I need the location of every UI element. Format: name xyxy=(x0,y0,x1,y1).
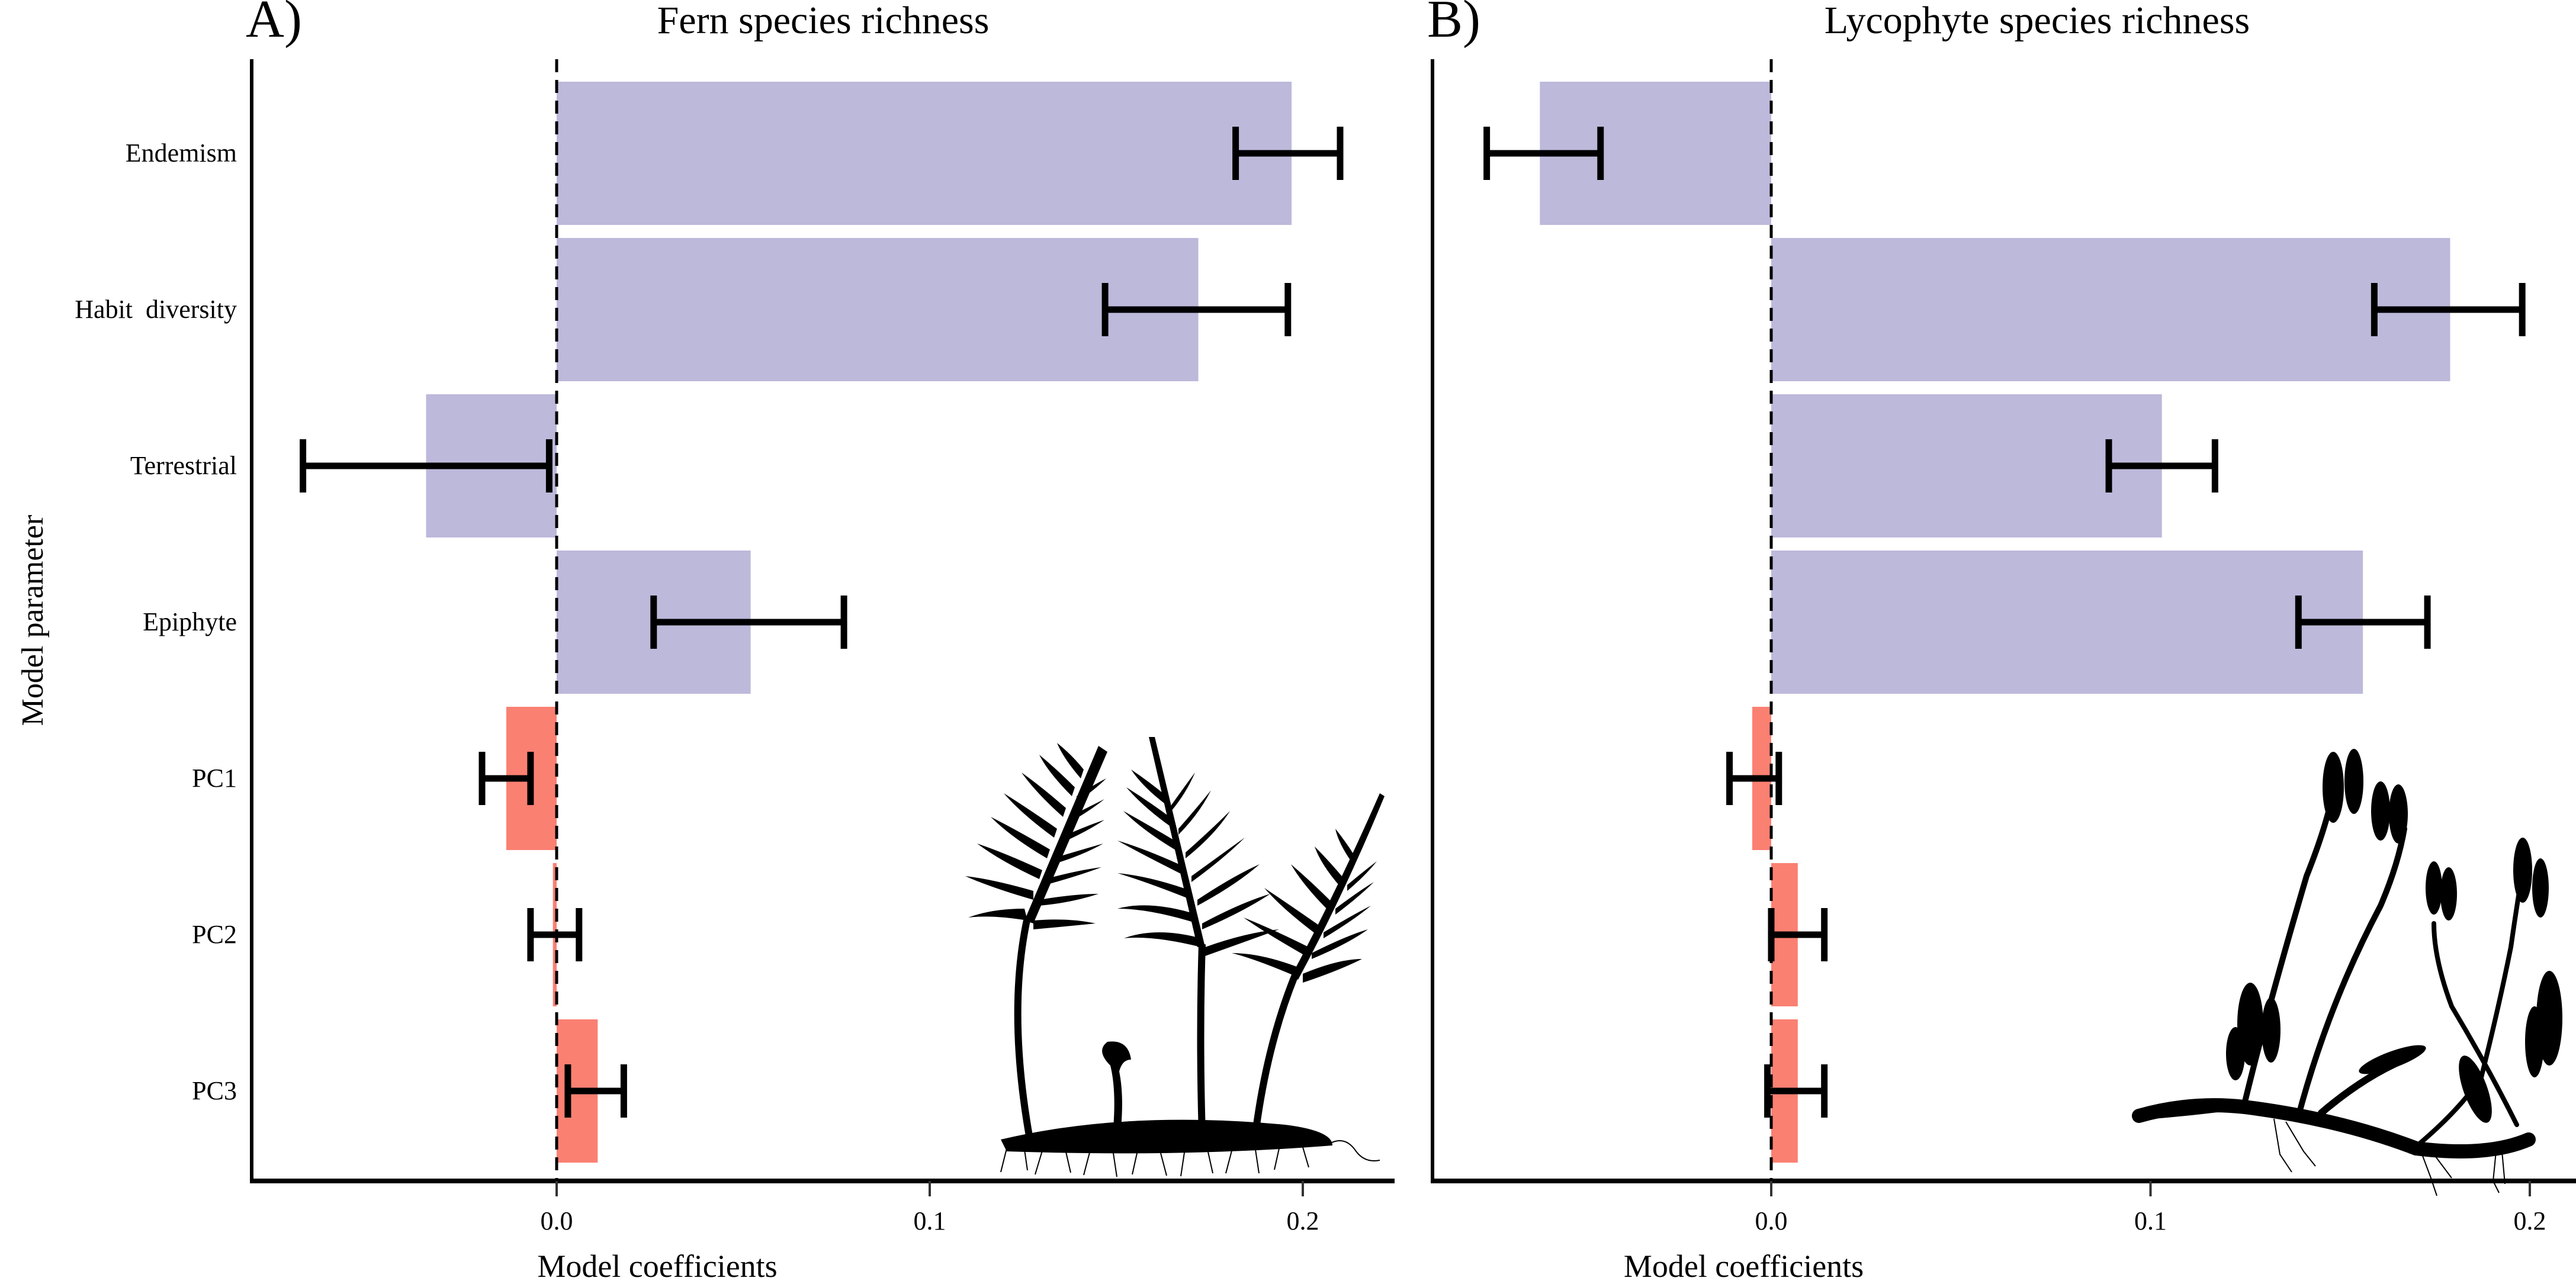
panel-title: Fern species richness xyxy=(657,0,990,42)
panel-title: Lycophyte species richness xyxy=(1825,0,2250,42)
x-tick-label: 0.1 xyxy=(2134,1206,2167,1235)
x-tick-label: 0.2 xyxy=(2514,1206,2546,1235)
y-tick-label: Habit diversity xyxy=(75,295,237,324)
bar-1 xyxy=(557,82,1292,225)
x-tick-label: 0.1 xyxy=(914,1206,946,1235)
bar-2 xyxy=(1771,238,2450,381)
error-bar-6 xyxy=(527,908,583,961)
x-tick-label: 0.2 xyxy=(1287,1206,1319,1235)
panel-label: A) xyxy=(246,0,302,49)
y-tick-label: PC1 xyxy=(192,764,237,793)
fern-silhouette-icon xyxy=(965,737,1385,1177)
error-bar-7 xyxy=(564,1064,627,1118)
y-tick-label: PC3 xyxy=(192,1076,237,1105)
y-tick-label: PC2 xyxy=(192,920,237,949)
x-axis-label: Model coefficients xyxy=(1624,1248,1864,1281)
error-bar-2 xyxy=(2371,283,2526,336)
x-axis-label: Model coefficients xyxy=(537,1248,777,1281)
panel-a: A) Fern species richness Endemism Habit div… xyxy=(75,0,1395,1281)
error-bar-4 xyxy=(650,596,847,649)
error-bar-5 xyxy=(478,752,534,805)
error-bar-3 xyxy=(300,439,553,493)
y-tick-label: Endemism xyxy=(126,139,237,168)
bar-2 xyxy=(557,238,1199,381)
error-bar-5 xyxy=(1726,752,1782,805)
lycophyte-silhouette-icon xyxy=(2132,749,2562,1196)
x-tick-label: 0.0 xyxy=(1755,1206,1788,1235)
y-tick-label: Terrestrial xyxy=(130,451,237,480)
error-bar-1 xyxy=(1483,127,1604,180)
bar-4 xyxy=(1771,551,2363,694)
error-bar-7 xyxy=(1764,1064,1828,1118)
bar-3 xyxy=(1771,394,2162,537)
error-bar-2 xyxy=(1101,283,1292,336)
error-bar-1 xyxy=(1232,127,1344,180)
x-tick-label: 0.0 xyxy=(541,1206,573,1235)
error-bar-3 xyxy=(2105,439,2218,493)
y-axis-label: Model parameter xyxy=(16,515,50,726)
error-bar-4 xyxy=(2295,596,2431,649)
y-tick-label: Epiphyte xyxy=(143,607,237,636)
panel-label: B) xyxy=(1427,0,1480,49)
panel-b: B) Lycophyte species richness 0.0 0.1 0.2 Mod… xyxy=(1427,0,2576,1281)
